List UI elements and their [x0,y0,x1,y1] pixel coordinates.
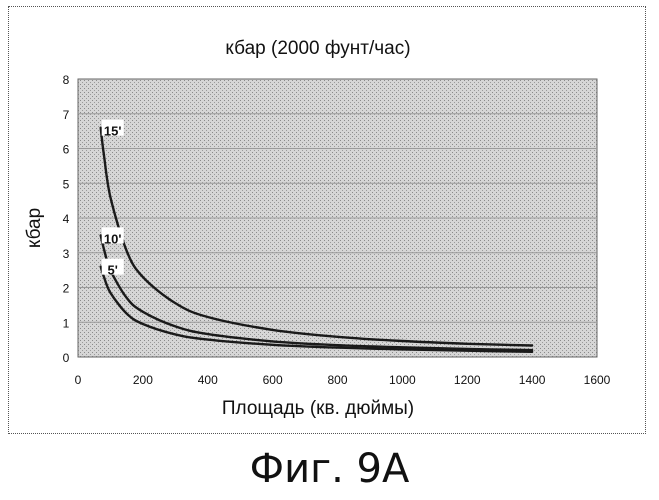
x-axis-ticks: 0 200 400 600 800 1000 1200 1400 1600 [75,373,611,387]
x-tick-label: 1400 [519,373,546,387]
x-tick-label: 400 [198,373,218,387]
y-tick-label: 8 [63,73,70,87]
series-label-bg-1 [101,227,124,244]
x-tick-label: 0 [75,373,82,387]
y-tick-label: 1 [63,316,70,330]
series-line-2 [99,265,534,353]
x-tick-label: 1200 [454,373,481,387]
y-tick-label: 0 [63,351,70,365]
x-tick-label: 600 [263,373,283,387]
y-tick-label: 7 [63,108,70,122]
y-axis-label: кбар [24,208,45,248]
grid-lines [78,113,597,323]
x-tick-label: 200 [133,373,153,387]
y-tick-label: 5 [63,177,70,191]
series-label-bg-0 [101,119,124,136]
series-label-0: 15' [104,124,122,139]
y-axis-ticks: 0 1 2 3 4 5 6 7 8 [63,73,70,365]
y-tick-label: 4 [63,212,70,226]
series-labels: 15' 10' 5' [101,119,124,278]
x-tick-label: 800 [327,373,347,387]
series-label-2: 5' [108,263,118,278]
x-tick-label: 1000 [389,373,416,387]
series-label-bg-2 [101,258,124,275]
y-tick-label: 3 [63,247,70,261]
x-axis-label: Площадь (кв. дюймы) [222,398,414,419]
chart-svg: кбар (2000 фунт/час) 0 1 2 3 4 5 6 7 8 0 200 400 60… [24,38,611,419]
series-line-0 [99,126,534,347]
series-label-1: 10' [104,231,122,246]
chart-title: кбар (2000 фунт/час) [225,38,410,59]
figure-caption: Фиг. 9А [249,446,410,492]
y-tick-label: 6 [63,143,70,157]
x-tick-label: 1600 [584,373,611,387]
y-tick-label: 2 [63,282,70,296]
